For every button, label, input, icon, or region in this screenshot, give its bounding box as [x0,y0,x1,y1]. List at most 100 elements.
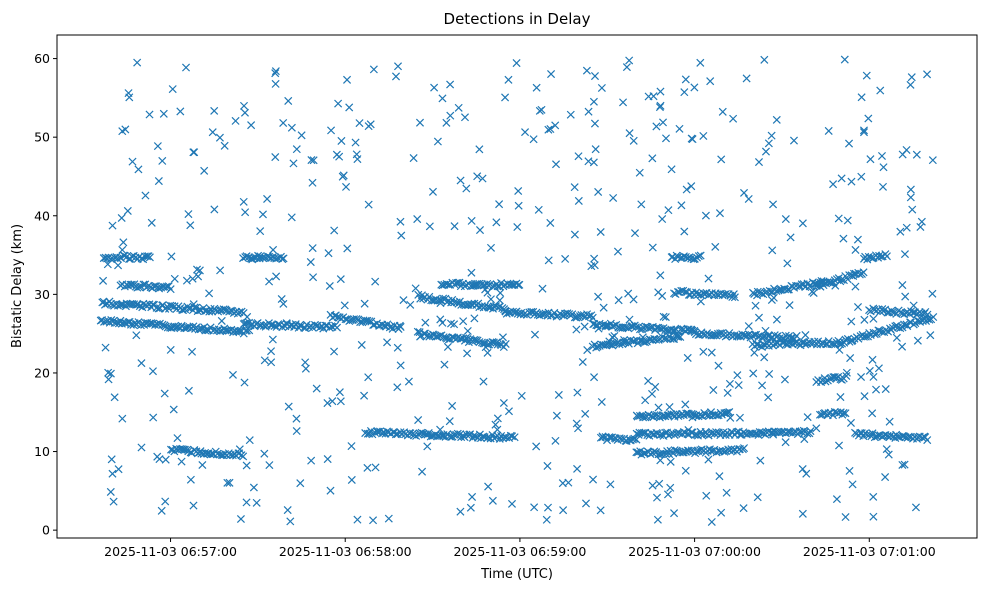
detection-point [456,176,465,185]
detection-point [715,472,724,481]
detection-point [911,503,920,512]
detection-point [363,463,372,472]
detection-point [530,330,540,339]
detection-point [369,65,378,74]
detection-point [652,493,662,502]
detection-point [896,227,905,236]
detection-point [323,399,332,408]
detection-point [772,315,781,324]
detection-point [666,483,675,492]
detection-point [869,492,878,501]
detection-point [622,63,631,72]
detection-point [457,433,466,442]
detection-point [283,506,292,515]
detection-point [688,135,697,144]
detection-point [777,285,786,294]
detection-point [439,431,448,440]
x-tick-label: 2025-11-03 06:58:00 [279,544,412,559]
detection-point [279,254,288,263]
detection-point [802,469,811,478]
detection-point [882,445,891,454]
detection-point [428,187,437,196]
detection-point [614,296,623,305]
detection-point [108,221,117,230]
detection-point [581,409,590,418]
detection-point [690,430,699,439]
detection-point [450,222,459,231]
detection-point [681,400,690,409]
detection-point [591,145,600,154]
detection-point [239,197,248,206]
detection-point [153,452,162,461]
detection-point [769,293,778,302]
detection-point [456,507,465,516]
detection-point [107,455,116,464]
detection-point [661,313,670,322]
detection-point [608,333,617,342]
detection-point [336,397,345,406]
detection-point [240,378,249,387]
detection-point [124,89,133,98]
detection-point [371,463,380,472]
detection-point [648,389,657,398]
detection-point [832,495,841,504]
detection-point [593,342,602,351]
detection-point [307,156,316,165]
detection-point [260,449,269,458]
detection-point [295,321,304,330]
detection-point [448,401,457,410]
detection-point [117,213,126,223]
detection-point [570,183,579,192]
detection-point [166,285,175,294]
detection-point [114,261,123,270]
detection-point [296,479,305,488]
detection-point [652,122,661,131]
detection-point [188,274,197,283]
detection-point [723,388,732,397]
detection-point [515,280,524,289]
detection-point [625,315,634,324]
detection-point [433,137,442,146]
detection-point [530,503,539,512]
detection-point [438,94,447,103]
detection-point [372,427,381,436]
detection-point [808,287,817,296]
detection-point [479,377,488,386]
detection-point [486,243,496,252]
detection-point [378,429,387,438]
detection-point [862,71,871,80]
detection-point [128,157,137,166]
detection-point [242,461,251,470]
detection-point [620,335,629,344]
detection-point [259,321,268,330]
detection-point [587,311,596,320]
detection-point [228,370,237,379]
detection-point [637,429,646,438]
detection-point [145,253,154,262]
detection-point [364,200,373,209]
detection-point [711,242,720,251]
detection-point [590,261,599,270]
detection-point [824,409,833,418]
detection-point [701,211,710,220]
detection-point [228,451,237,460]
detection-point [906,193,915,202]
detection-point [162,282,171,291]
detection-point [343,244,352,253]
detection-point [869,314,878,323]
detection-point [397,231,406,240]
detection-point [505,308,514,317]
detection-point [336,275,345,284]
detection-point [830,372,839,382]
detection-point [925,315,934,324]
detection-point [656,271,665,280]
detection-point [252,498,261,507]
detection-point [744,322,753,331]
detection-point [466,503,475,512]
detection-point [416,332,425,341]
y-tick-label: 10 [34,444,50,459]
detection-point [134,165,143,174]
detection-point [630,229,640,238]
